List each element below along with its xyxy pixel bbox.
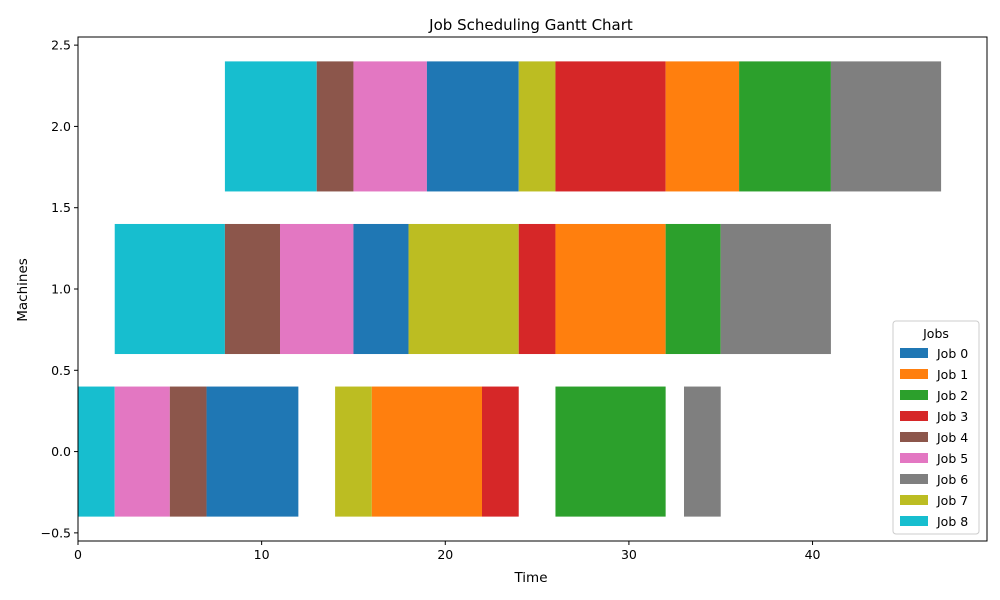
x-tick-label: 20 [437, 547, 453, 562]
y-axis-ticks: −0.5 0.0 0.5 1.0 1.5 2.0 2.5 [41, 38, 78, 540]
legend-label: Job 0 [936, 346, 968, 361]
bar-machine-2-job-8 [224, 61, 317, 192]
legend-swatch [900, 516, 928, 526]
legend-label: Job 5 [936, 451, 968, 466]
bar-machine-2-job-0 [426, 61, 519, 192]
bar-machine-0-job-1 [371, 386, 482, 517]
legend: Jobs Job 0 Job 1 Job 2 Job 3 Job 4 Job 5 Job 6 J… [892, 320, 980, 535]
bar-machine-1-job-1 [555, 223, 666, 355]
legend-swatch [900, 432, 928, 442]
legend-swatch [900, 369, 928, 379]
bar-machine-2-job-6 [830, 61, 942, 192]
y-tick-label: 1.5 [51, 200, 71, 215]
bar-machine-2-job-2 [739, 61, 831, 192]
legend-swatch [900, 495, 928, 505]
y-tick-label: 2.5 [51, 38, 71, 53]
bar-machine-0-job-5 [114, 386, 170, 517]
bar-machine-1-job-5 [280, 223, 354, 355]
x-axis-ticks: 0 10 20 30 40 [74, 541, 821, 562]
bar-machine-0-job-3 [482, 386, 519, 517]
legend-label: Job 8 [936, 514, 968, 529]
bar-machine-1-job-8 [114, 223, 225, 355]
bar-machine-1-job-6 [720, 223, 831, 355]
bar-machine-0-job-6 [684, 386, 721, 517]
x-tick-label: 10 [254, 547, 270, 562]
bar-machine-2-job-7 [518, 61, 556, 192]
x-axis-label: Time [513, 570, 547, 586]
legend-label: Job 4 [936, 430, 968, 445]
y-tick-label: 2.0 [51, 119, 71, 134]
y-axis-label: Machines [15, 258, 31, 322]
bar-machine-2-job-1 [665, 61, 740, 192]
legend-swatch [900, 348, 928, 358]
legend-swatch [900, 411, 928, 421]
legend-swatch [900, 453, 928, 463]
legend-label: Job 1 [936, 367, 968, 382]
bar-machine-0-job-2 [555, 386, 666, 517]
y-tick-label: 0.0 [51, 444, 71, 459]
legend-label: Job 6 [936, 472, 968, 487]
legend-label: Job 3 [936, 409, 968, 424]
bar-machine-0-job-7 [335, 386, 372, 517]
y-tick-label: 0.5 [51, 363, 71, 378]
bar-machine-1-job-2 [665, 223, 721, 355]
y-tick-label: 1.0 [51, 282, 71, 297]
legend-title: Jobs [922, 326, 949, 341]
y-tick-label: −0.5 [41, 525, 71, 540]
legend-label: Job 2 [936, 388, 968, 403]
legend-label: Job 7 [936, 493, 968, 508]
bar-machine-1-job-0 [353, 223, 409, 355]
bar-machine-2-job-3 [555, 61, 666, 192]
bar-machine-1-job-3 [518, 223, 556, 355]
bar-machine-1-job-7 [408, 223, 519, 355]
bar-machine-2-job-5 [353, 61, 427, 192]
bar-machine-0-job-8 [78, 386, 115, 517]
bar-machine-0-job-4 [169, 386, 207, 517]
x-tick-label: 30 [621, 547, 637, 562]
chart-title: Job Scheduling Gantt Chart [428, 16, 633, 34]
bars-layer [78, 61, 942, 517]
x-tick-label: 0 [74, 547, 82, 562]
legend-swatch [900, 390, 928, 400]
legend-swatch [900, 474, 928, 484]
bar-machine-0-job-0 [206, 386, 299, 517]
bar-machine-2-job-4 [316, 61, 354, 192]
x-tick-label: 40 [805, 547, 821, 562]
bar-machine-1-job-4 [224, 223, 280, 355]
